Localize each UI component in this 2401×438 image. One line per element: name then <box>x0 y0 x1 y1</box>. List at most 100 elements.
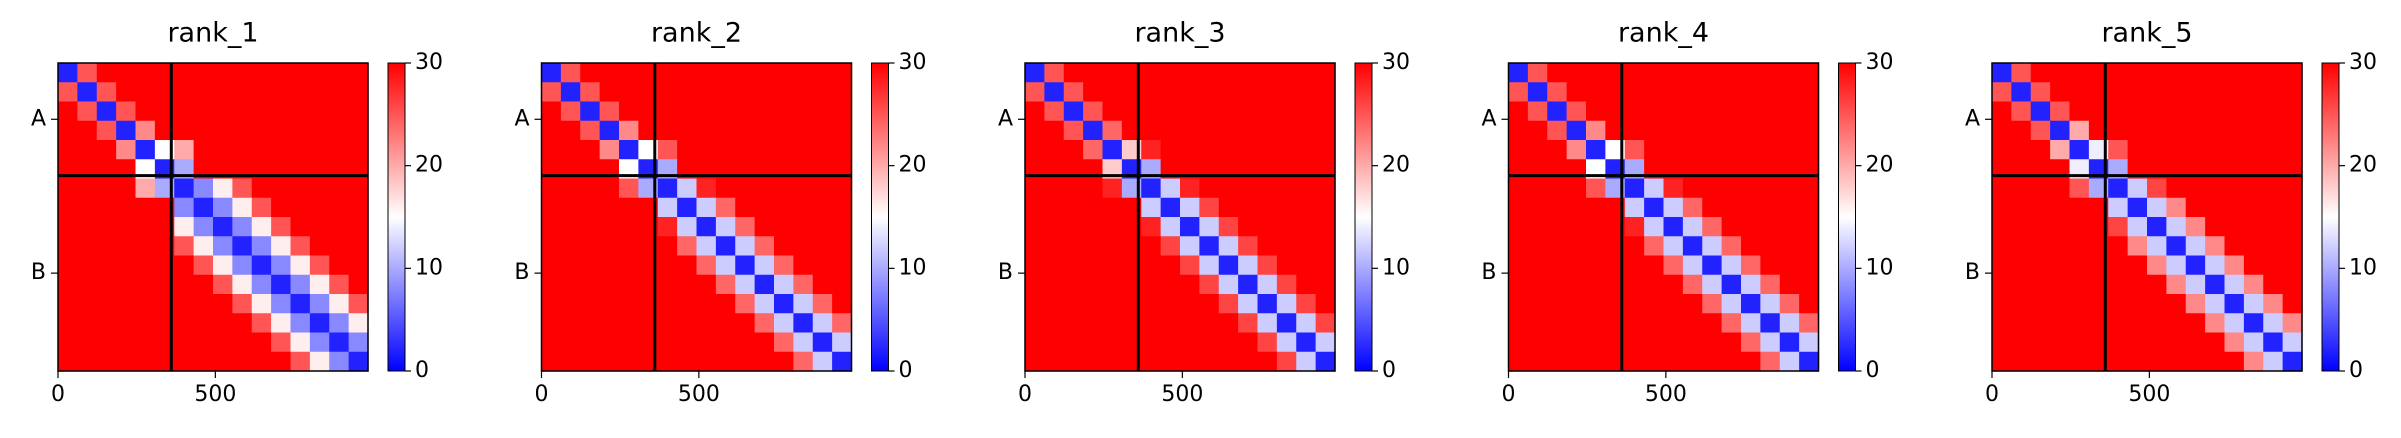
heatmap-cell <box>2166 120 2187 141</box>
heatmap-cell <box>1063 178 1084 199</box>
heatmap-cell <box>2224 351 2245 372</box>
heatmap-cell <box>1741 313 1761 334</box>
heatmap-cell <box>77 294 98 314</box>
heatmap-cell <box>271 351 292 372</box>
heatmap-cell <box>2011 120 2032 141</box>
heatmap-cell <box>599 294 620 314</box>
heatmap-cell <box>2263 101 2284 122</box>
heatmap-cell <box>1702 217 1723 237</box>
heatmap-cell <box>329 274 350 295</box>
heatmap-cell <box>2224 101 2245 122</box>
heatmap-cell <box>715 140 736 160</box>
heatmap-cell <box>1779 274 1800 295</box>
heatmap-cell <box>2127 274 2148 295</box>
heatmap-cell <box>677 332 698 353</box>
heatmap-cell <box>580 274 601 295</box>
heatmap-cell <box>309 120 330 141</box>
heatmap-cell <box>2185 178 2206 199</box>
heatmap-cell <box>2108 140 2129 160</box>
heatmap-cell <box>174 120 195 141</box>
heatmap-cell <box>735 217 756 237</box>
heatmap-cell <box>774 217 794 237</box>
heatmap-cell <box>1218 120 1239 141</box>
heatmap-cell <box>1547 101 1568 122</box>
heatmap-cell <box>1624 294 1645 314</box>
heatmap-cell <box>735 351 756 372</box>
heatmap-cell <box>77 197 98 218</box>
heatmap-cell <box>251 255 272 276</box>
heatmap-cell <box>1779 236 1800 257</box>
heatmap-cell <box>2030 63 2051 83</box>
heatmap-cell <box>793 274 814 295</box>
heatmap-cell <box>1547 120 1568 141</box>
heatmap-cell <box>735 236 756 257</box>
heatmap-cell <box>541 120 562 141</box>
heatmap-cell <box>1276 351 1297 372</box>
heatmap-cell <box>1799 140 1820 160</box>
heatmap-cell <box>560 294 581 314</box>
colorbar-tick-label: 20 <box>899 153 927 178</box>
heatmap-cell <box>2050 313 2071 334</box>
heatmap-cell <box>1141 197 1162 218</box>
heatmap-cell <box>1025 101 1045 122</box>
heatmap-cell <box>1044 101 1065 122</box>
heatmap-cell <box>1218 294 1239 314</box>
colorbar-tick-label: 30 <box>899 50 927 75</box>
heatmap-cell <box>348 82 369 103</box>
heatmap-cell <box>832 294 853 314</box>
heatmap-cell <box>329 217 350 237</box>
heatmap-cell <box>677 63 698 83</box>
heatmap-cell <box>2205 313 2226 334</box>
heatmap-cell <box>1083 140 1104 160</box>
heatmap-cell <box>1702 120 1723 141</box>
heatmap-cell <box>1702 294 1723 314</box>
heatmap-cell <box>1586 63 1606 83</box>
heatmap-cell <box>812 274 833 295</box>
heatmap-cell <box>1644 255 1665 276</box>
heatmap-cell <box>2205 101 2226 122</box>
heatmap-cell <box>657 294 678 314</box>
heatmap-cell <box>1276 313 1297 334</box>
heatmap-cell <box>1238 217 1259 237</box>
heatmap-cell <box>2069 63 2090 83</box>
heatmap-cell <box>715 197 736 218</box>
heatmap-cell <box>774 274 794 295</box>
heatmap-cell <box>580 63 601 83</box>
heatmap-cell <box>696 217 717 237</box>
y-tick-label: B <box>1481 260 1496 285</box>
heatmap-cell <box>580 120 601 141</box>
heatmap-cell <box>657 313 678 334</box>
heatmap-cell <box>2030 140 2051 160</box>
x-tick-label: 500 <box>2128 382 2170 407</box>
heatmap-cell <box>1508 332 1529 353</box>
heatmap-cell <box>1102 332 1123 353</box>
heatmap-cell <box>1682 197 1703 218</box>
heatmap-cell <box>193 313 214 334</box>
heatmap-cell <box>2282 332 2303 353</box>
heatmap-cell <box>116 274 137 295</box>
heatmap-cell <box>116 140 137 160</box>
heatmap-cell <box>2030 294 2051 314</box>
heatmap-cell <box>1199 236 1220 257</box>
heatmap-cell <box>1296 274 1317 295</box>
heatmap-cell <box>1799 82 1820 103</box>
heatmap-cell <box>1025 313 1045 334</box>
heatmap-cell <box>2205 351 2226 372</box>
heatmap-cell <box>1624 255 1645 276</box>
heatmap-cell <box>1799 255 1820 276</box>
heatmap-cell <box>77 255 98 276</box>
heatmap-cell <box>696 82 717 103</box>
heatmap-cell <box>1586 313 1606 334</box>
heatmap-cell <box>696 197 717 218</box>
heatmap-cell <box>541 140 562 160</box>
heatmap-cell <box>290 351 311 372</box>
heatmap-cell <box>1508 236 1529 257</box>
heatmap-cell <box>2147 217 2167 237</box>
panel: rank_3 0 500 A B 0 10 20 30 <box>998 18 1410 408</box>
heatmap-cell <box>193 332 214 353</box>
heatmap-cell <box>580 178 601 199</box>
heatmap-cell <box>2030 313 2051 334</box>
heatmap-cell <box>2224 63 2245 83</box>
heatmap-cell <box>1257 236 1278 257</box>
heatmap-cell <box>1083 332 1104 353</box>
